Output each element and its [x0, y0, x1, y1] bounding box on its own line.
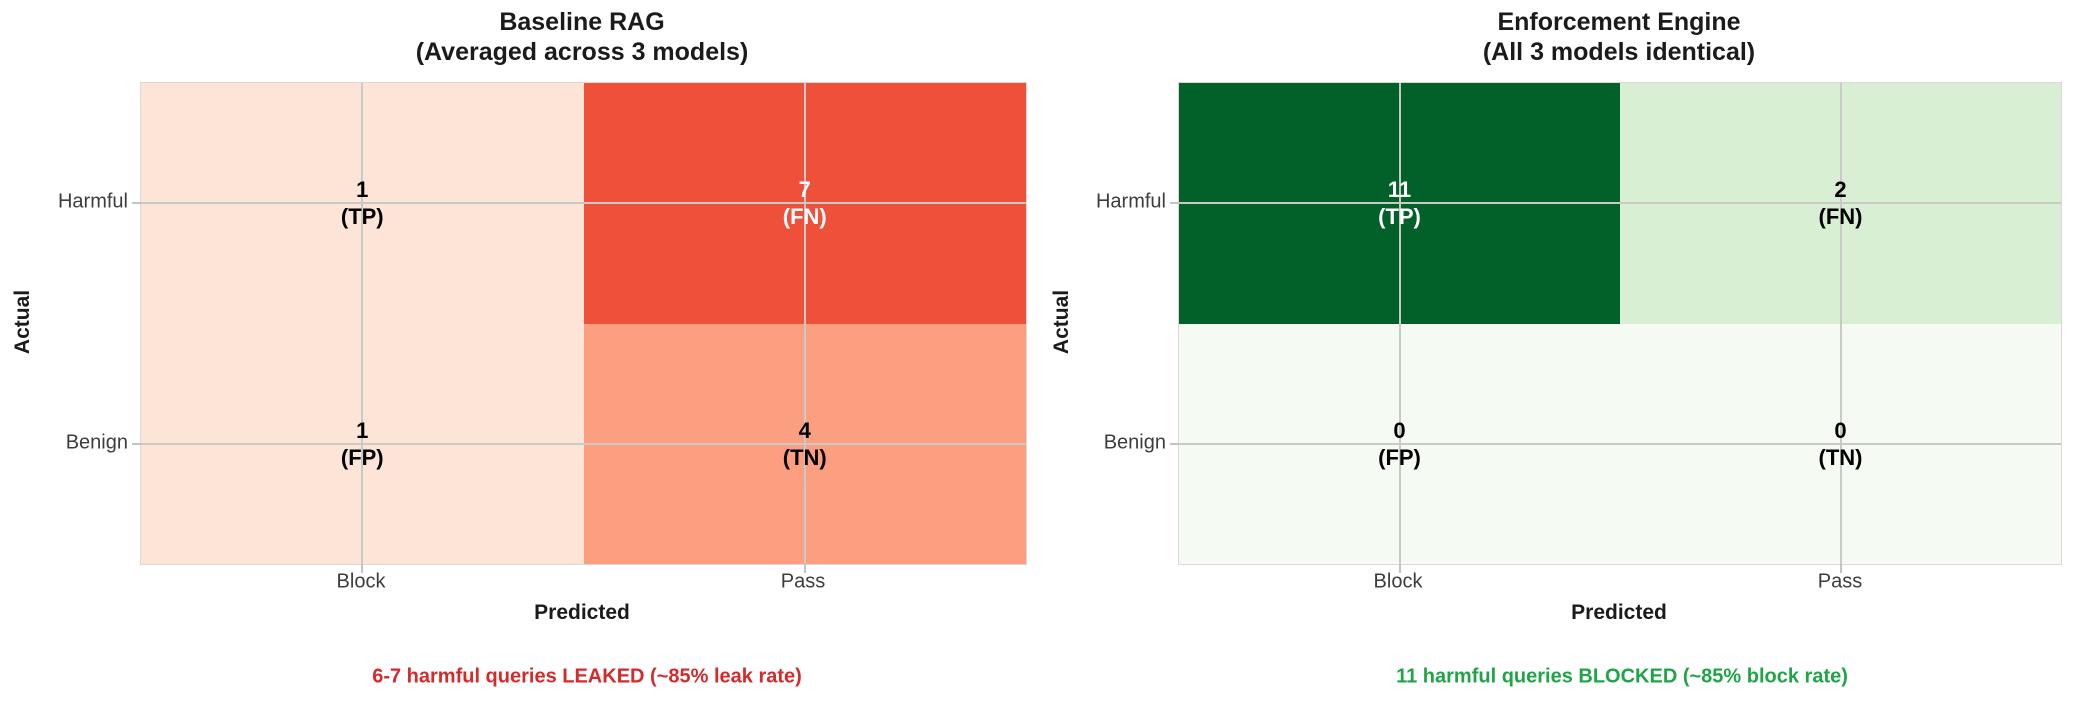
x-axis-label-baseline: Predicted [534, 601, 630, 624]
x-tick-pass-baseline: Pass [780, 570, 826, 593]
cell-count: 7 [798, 177, 811, 203]
cell-annotation-fn: 7 (FN) [783, 176, 827, 230]
x-tick-mark [361, 564, 364, 573]
cell-tag: (FN) [782, 204, 827, 230]
y-tick-mark [1170, 442, 1179, 445]
cell-tag: (TN) [782, 444, 827, 470]
cell-tag: (TP) [340, 204, 384, 230]
gridline-horizontal [141, 202, 1026, 205]
panel-title-line1: Baseline RAG [499, 8, 665, 36]
gridline-horizontal [1179, 442, 2061, 445]
gridline-vertical [803, 83, 806, 564]
gridline-vertical [1839, 83, 1842, 564]
cell-tag: (FP) [1378, 444, 1421, 470]
heatmap-enforcement: 11 (TP) 2 (FN) 0 (FP) 0 (TN) [1170, 82, 2062, 573]
x-tick-block-enforcement: Block [1373, 570, 1423, 593]
x-tick-mark [1398, 564, 1401, 573]
panel-title-line1: Enforcement Engine [1497, 8, 1741, 36]
y-tick-mark [1170, 202, 1179, 205]
x-tick-mark [1839, 564, 1842, 573]
y-axis-label-enforcement: Actual [1050, 289, 1073, 355]
panel-title-enforcement: Enforcement Engine (All 3 models identic… [1483, 7, 1755, 67]
caption-baseline: 6-7 harmful queries LEAKED (~85% leak ra… [372, 665, 802, 688]
cell-annotation-tp: 1 (TP) [341, 176, 384, 230]
x-axis-label-enforcement: Predicted [1571, 601, 1667, 624]
panel-title-line2: (Averaged across 3 models) [415, 38, 749, 66]
panel-title-line2: (All 3 models identical) [1482, 38, 1756, 66]
cell-count: 1 [356, 417, 369, 443]
y-tick-harmful-baseline: Harmful [57, 190, 128, 213]
gridline-horizontal [141, 442, 1026, 445]
caption-enforcement: 11 harmful queries BLOCKED (~85% block r… [1396, 665, 1848, 688]
x-tick-block-baseline: Block [336, 570, 386, 593]
gridline-vertical [1398, 83, 1401, 564]
cell-tag: (TP) [1378, 204, 1421, 230]
cell-annotation-fn: 2 (FN) [1819, 176, 1863, 230]
heatmap-baseline: 1 (TP) 7 (FN) 1 (FP) 4 (TN) [132, 82, 1027, 573]
cell-annotation-fp: 1 (FP) [341, 417, 384, 471]
gridline-vertical [361, 83, 364, 564]
panel-title-baseline: Baseline RAG (Averaged across 3 models) [416, 7, 749, 67]
cell-count: 0 [1834, 417, 1847, 443]
cell-annotation-fp: 0 (FP) [1378, 417, 1421, 471]
cell-count: 0 [1393, 417, 1406, 443]
cell-tag: (TN) [1818, 444, 1863, 470]
cell-count: 1 [356, 177, 369, 203]
cell-tag: (FN) [1818, 204, 1863, 230]
cell-annotation-tp: 11 (TP) [1378, 176, 1421, 230]
y-tick-mark [132, 442, 141, 445]
y-tick-benign-enforcement: Benign [1103, 431, 1166, 454]
cell-count: 11 [1387, 177, 1412, 203]
cell-tag: (FP) [340, 444, 384, 470]
y-tick-benign-baseline: Benign [65, 431, 128, 454]
cell-annotation-tn: 0 (TN) [1819, 417, 1863, 471]
y-tick-mark [132, 202, 141, 205]
cell-annotation-tn: 4 (TN) [783, 417, 827, 471]
x-tick-mark [803, 564, 806, 573]
cell-count: 2 [1834, 177, 1847, 203]
cell-count: 4 [798, 417, 811, 443]
gridline-horizontal [1179, 202, 2061, 205]
x-tick-pass-enforcement: Pass [1817, 570, 1863, 593]
y-tick-harmful-enforcement: Harmful [1095, 190, 1166, 213]
y-axis-label-baseline: Actual [11, 289, 34, 355]
